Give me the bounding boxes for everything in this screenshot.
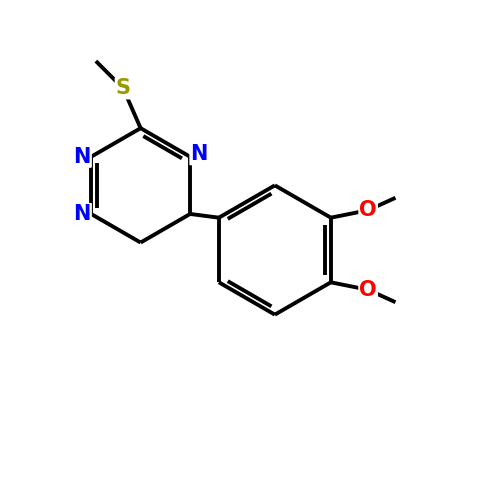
Text: O: O bbox=[360, 280, 377, 300]
Text: N: N bbox=[74, 204, 91, 224]
Text: S: S bbox=[116, 78, 130, 98]
Text: O: O bbox=[360, 200, 377, 220]
Text: N: N bbox=[190, 144, 208, 165]
Text: N: N bbox=[74, 147, 91, 167]
